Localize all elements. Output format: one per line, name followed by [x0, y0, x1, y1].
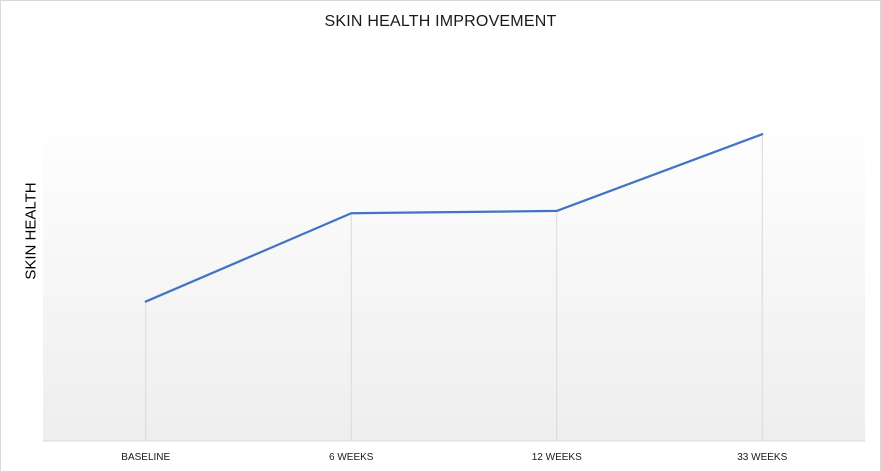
x-tick-label: BASELINE [121, 452, 170, 463]
series-line [144, 133, 764, 303]
x-tick-label: 33 WEEKS [737, 452, 787, 463]
chart-title: SKIN HEALTH IMPROVEMENT [324, 13, 557, 30]
x-tick-label: 6 WEEKS [329, 452, 374, 463]
x-tick-label: 12 WEEKS [532, 452, 582, 463]
plot-area [43, 111, 865, 441]
